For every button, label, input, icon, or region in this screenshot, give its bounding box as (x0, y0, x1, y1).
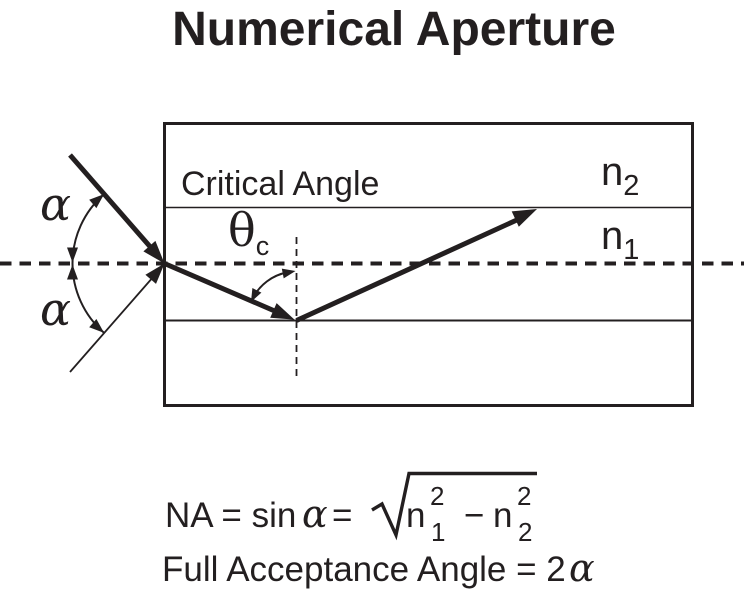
n2-subscript: 2 (623, 170, 639, 202)
refracted-ray-arrowhead (270, 303, 295, 320)
reflected-ray-arrowhead (511, 209, 537, 227)
radicand-n1-subscript: 1 (431, 517, 445, 547)
alpha-upper-arc-arrowhead-ray (89, 194, 105, 209)
n2-label: n2 (601, 150, 639, 202)
alpha-upper-angle-arc (71, 193, 105, 264)
radicand-n2-superscript: 2 (517, 481, 531, 511)
na-formula-alpha: α (302, 492, 328, 536)
full-acceptance-text: Full Acceptance Angle = 2 (162, 550, 566, 589)
radicand-n1-superscript: 2 (430, 481, 444, 511)
radicand-minus-sign: − (464, 496, 484, 535)
na-formula-equals: = (332, 496, 352, 535)
theta-base: θ (228, 203, 256, 257)
refracted-ray (163, 261, 278, 315)
critical-angle-label: Critical Angle (181, 165, 379, 203)
acceptance-ray-arrowhead (145, 263, 165, 284)
full-acceptance-alpha: α (569, 546, 595, 590)
page-title: Numerical Aperture (172, 3, 616, 56)
alpha-lower-angle-arc (71, 263, 105, 334)
theta-subscript: c (256, 231, 270, 261)
incident-ray-arrowhead (143, 240, 165, 264)
alpha-upper-arc-arrowhead-axis (67, 247, 78, 263)
na-formula-prefix: NA = sin (165, 496, 296, 535)
radicand-n2-subscript: 2 (518, 517, 532, 547)
square-root-sign (371, 471, 537, 541)
radicand-n2-base: n (493, 496, 512, 535)
reflected-ray (295, 216, 521, 323)
radicand-n1-base: n (406, 496, 425, 535)
n2-base: n (601, 150, 623, 194)
critical-angle-arc-arrowhead-normal (281, 268, 296, 279)
alpha-lower-arc-arrowhead-axis (67, 264, 78, 280)
incident-ray (68, 153, 155, 252)
acceptance-ray (69, 275, 155, 373)
critical-angle-arc-arrowhead-ray (251, 288, 262, 302)
n1-subscript: 1 (623, 234, 639, 266)
alpha-lower-arc-arrowhead-ray (89, 319, 105, 333)
n1-base: n (601, 214, 623, 258)
alpha-lower-label: α (40, 282, 71, 336)
theta-c-label: θc (228, 203, 269, 261)
alpha-upper-label: α (40, 177, 71, 231)
n1-label: n1 (601, 214, 639, 266)
